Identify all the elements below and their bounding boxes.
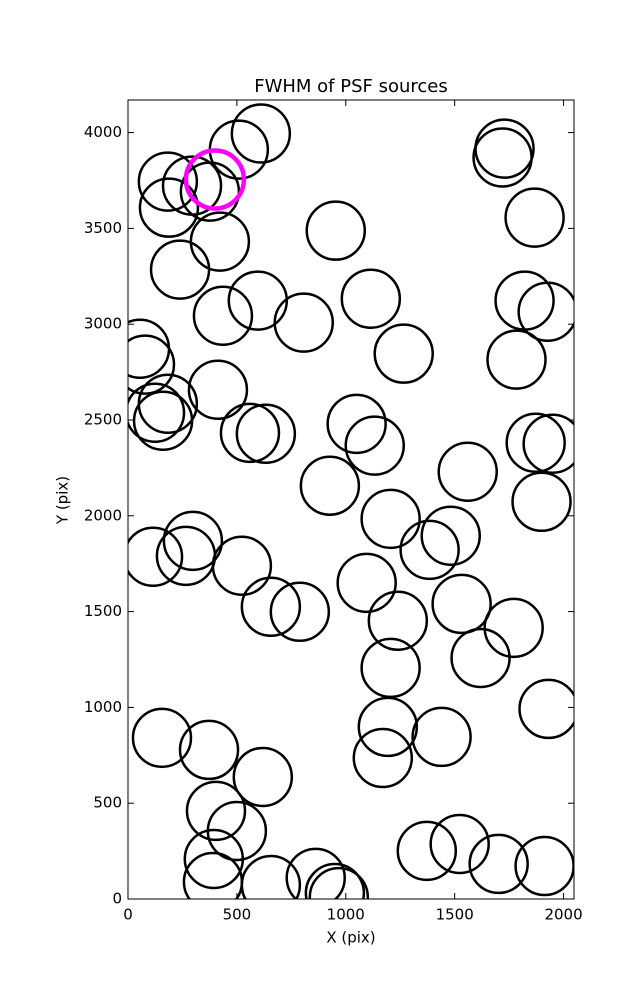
source-circle: [128, 334, 176, 395]
source-circle: [240, 576, 302, 638]
source-circle: [494, 270, 555, 331]
y-axis-label: Y (pix): [54, 476, 72, 525]
source-circle: [227, 270, 289, 331]
chart-title: FWHM of PSF sources: [254, 76, 448, 97]
source-circle: [505, 412, 566, 474]
source-circle: [344, 415, 405, 476]
source-circle: [187, 359, 249, 420]
x-axis-label: X (pix): [326, 929, 375, 947]
source-circle: [128, 526, 184, 588]
source-circle: [336, 552, 397, 614]
source-circle: [360, 488, 421, 550]
source-circle: [411, 706, 472, 768]
x-tick-label: 0: [123, 906, 133, 924]
source-circle: [192, 285, 254, 346]
source-circle: [183, 148, 247, 211]
source-circle: [138, 177, 200, 238]
source-circle: [137, 151, 199, 212]
y-tick-label: 1000: [84, 698, 122, 716]
x-tick-label: 500: [223, 906, 252, 924]
source-circle: [308, 866, 370, 899]
y-tick-label: 0: [112, 890, 122, 908]
y-tick-label: 3000: [84, 315, 122, 333]
source-circle: [518, 678, 574, 740]
source-circle: [450, 627, 511, 689]
source-circle: [468, 833, 529, 895]
source-circle: [178, 719, 240, 781]
source-circle: [128, 382, 186, 443]
source-circle: [340, 268, 402, 329]
source-circle: [273, 292, 334, 353]
source-circle: [396, 820, 458, 882]
source-circle: [285, 847, 346, 899]
source-circle: [232, 746, 294, 808]
source-circle: [517, 281, 574, 342]
source-circle: [486, 329, 547, 390]
y-tick-label: 1500: [84, 602, 122, 620]
y-tick-label: 3500: [84, 219, 122, 237]
source-circle: [326, 393, 387, 455]
x-tick-label: 1500: [436, 906, 474, 924]
source-circle: [162, 510, 224, 572]
source-circle: [240, 854, 302, 899]
source-circle: [149, 239, 211, 300]
y-tick-label: 4000: [84, 123, 122, 141]
source-circle: [511, 471, 572, 533]
source-circle: [483, 597, 544, 659]
source-circle: [399, 519, 460, 581]
source-circle: [522, 413, 574, 474]
source-circle: [132, 390, 194, 451]
source-circle: [211, 535, 273, 597]
plot-frame: [127, 99, 575, 900]
source-circle: [299, 455, 361, 516]
source-circle: [185, 780, 247, 842]
source-circle: [230, 103, 292, 164]
source-circle: [189, 211, 251, 272]
source-circle: [155, 525, 217, 587]
source-circle: [357, 696, 419, 758]
source-circle: [514, 835, 574, 897]
source-circle: [437, 441, 498, 502]
source-circle: [367, 590, 429, 652]
y-tick-label: 2500: [84, 410, 122, 428]
source-circle: [131, 707, 193, 769]
x-tick-label: 2000: [544, 906, 582, 924]
source-circle: [420, 505, 481, 566]
source-circle: [304, 862, 366, 899]
source-circle: [472, 127, 533, 188]
source-circle: [269, 581, 331, 643]
y-tick-label: 500: [93, 794, 122, 812]
source-circle: [219, 402, 281, 464]
source-circle: [504, 187, 565, 248]
source-circle: [235, 403, 297, 465]
x-tick-label: 1000: [327, 906, 365, 924]
source-circle: [305, 200, 367, 261]
source-circle: [352, 727, 414, 789]
y-tick-label: 2000: [84, 506, 122, 524]
source-circle: [183, 828, 245, 890]
source-circle: [429, 813, 490, 875]
source-circle: [373, 323, 434, 384]
source-circle: [431, 573, 492, 635]
